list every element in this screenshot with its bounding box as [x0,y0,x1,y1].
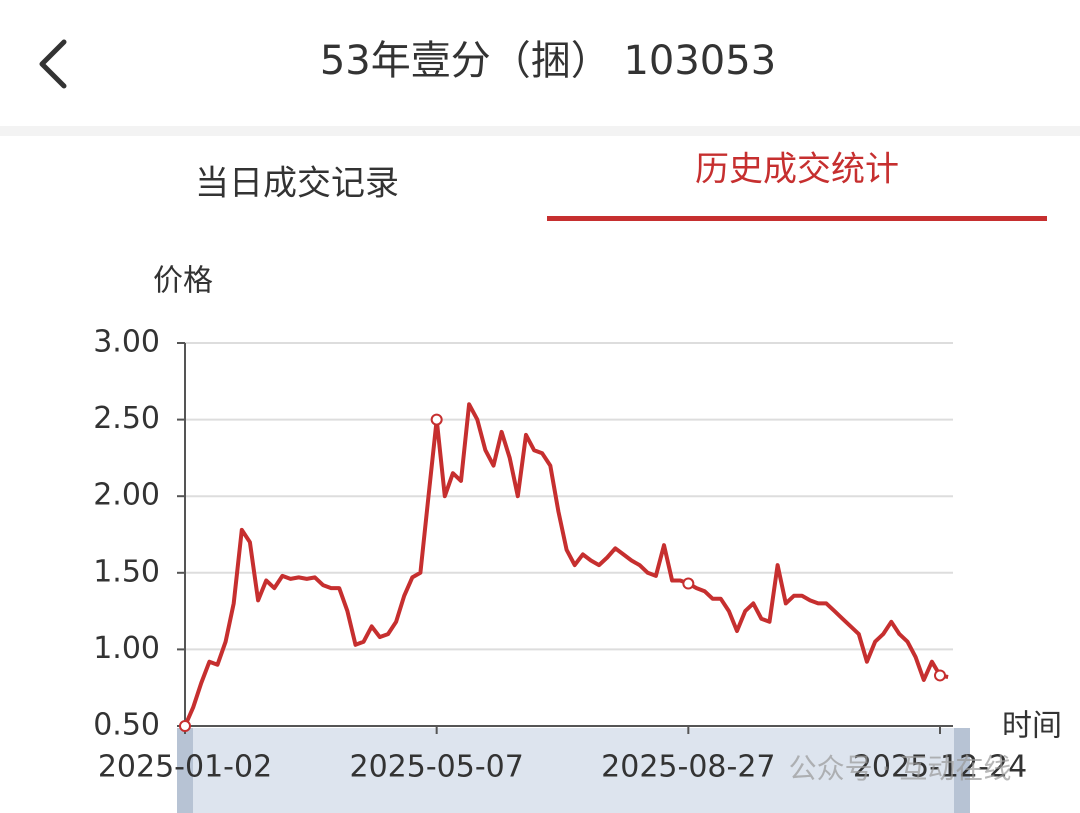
y-tick-label: 0.50 [93,708,160,743]
point-marker [179,720,191,732]
y-tick-label: 1.50 [93,554,160,589]
tab-underline [547,216,1047,221]
point-marker [934,669,946,682]
page-title: 53年壹分（捆） 103053 [320,38,776,84]
y-tick-label: 1.00 [93,631,160,666]
y-axis-label: 价格 [153,264,213,299]
x-tick-label: 2025-05-07 [349,750,523,785]
price-line [183,402,949,727]
tab[interactable]: 当日成交记录 [195,164,399,204]
back-button[interactable] [39,39,67,89]
header-divider [0,126,1080,136]
tab-active[interactable]: 历史成交统计 [695,150,899,190]
point-marker [430,413,443,426]
x-tick-label: 2025-12-24 [853,750,1027,785]
x-tick-label: 2025-08-27 [601,750,775,785]
watermark: 公众号 · 互动在线 [789,752,1012,785]
x-axis-label: 时间 [1002,709,1062,744]
zoom-handle[interactable] [177,728,193,813]
zoom-slider[interactable] [185,728,962,813]
y-tick-label: 2.00 [93,478,160,513]
y-tick-label: 2.50 [93,401,160,436]
x-tick-label: 2025-01-02 [98,750,272,785]
point-marker [682,577,695,590]
y-tick-label: 3.00 [93,325,160,360]
zoom-handle[interactable] [954,728,970,813]
